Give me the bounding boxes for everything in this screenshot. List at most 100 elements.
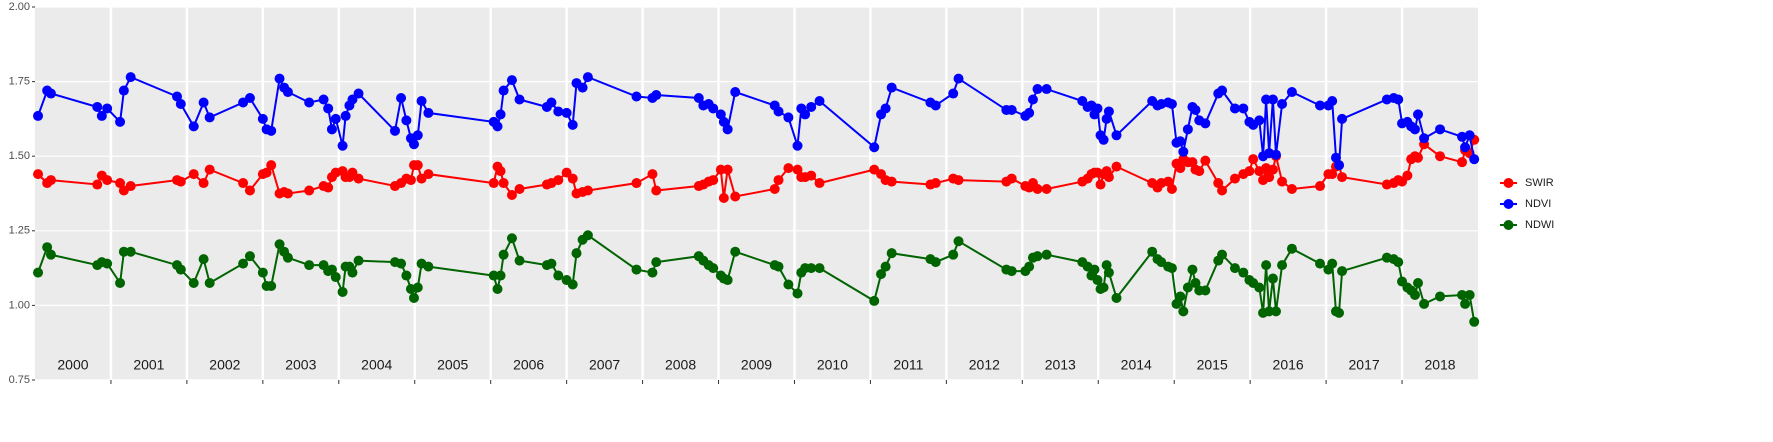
- data-point: [326, 264, 337, 275]
- data-point: [886, 176, 897, 187]
- data-point: [514, 94, 525, 105]
- data-point: [1277, 98, 1288, 109]
- data-point: [1098, 134, 1109, 145]
- data-point: [718, 116, 729, 127]
- data-point: [930, 257, 941, 268]
- data-point: [1264, 306, 1275, 317]
- data-point: [546, 97, 557, 108]
- data-point: [1178, 146, 1189, 157]
- data-point: [1175, 163, 1186, 174]
- data-point: [1248, 154, 1259, 165]
- data-point: [33, 110, 44, 121]
- data-point: [353, 88, 364, 99]
- data-point: [1182, 282, 1193, 293]
- x-tick-label: 2010: [817, 357, 848, 373]
- legend-label: SWIR: [1525, 177, 1554, 189]
- data-point: [783, 112, 794, 123]
- data-point: [1315, 258, 1326, 269]
- y-tick-label: 1.75: [9, 76, 30, 88]
- data-point: [948, 88, 959, 99]
- data-point: [708, 103, 719, 114]
- data-point: [1103, 267, 1114, 278]
- data-point: [708, 175, 719, 186]
- data-point: [1464, 289, 1475, 300]
- data-point: [1261, 94, 1272, 105]
- data-point: [582, 230, 593, 241]
- data-point: [953, 175, 964, 186]
- data-point: [693, 93, 704, 104]
- data-point: [266, 281, 277, 292]
- data-point: [1264, 172, 1275, 183]
- x-tick-label: 2012: [969, 357, 1000, 373]
- data-point: [792, 164, 803, 175]
- data-point: [495, 166, 506, 177]
- y-tick-label: 1.00: [9, 299, 30, 311]
- data-point: [408, 292, 419, 303]
- data-point: [188, 121, 199, 132]
- data-point: [1187, 264, 1198, 275]
- data-point: [498, 85, 509, 96]
- data-point: [1244, 166, 1255, 177]
- data-point: [806, 101, 817, 112]
- data-point: [1175, 291, 1186, 302]
- data-point: [45, 175, 56, 186]
- data-point: [1315, 181, 1326, 192]
- data-point: [506, 233, 517, 244]
- x-tick-label: 2003: [285, 357, 316, 373]
- data-point: [1200, 155, 1211, 166]
- y-tick-label: 2.00: [9, 1, 30, 13]
- x-tick-label: 2014: [1121, 357, 1152, 373]
- data-point: [1182, 124, 1193, 135]
- data-point: [175, 176, 186, 187]
- x-tick-label: 2004: [361, 357, 392, 373]
- data-point: [1190, 278, 1201, 289]
- data-point: [1337, 172, 1348, 183]
- data-point: [492, 121, 503, 132]
- data-point: [1267, 273, 1278, 284]
- x-tick-label: 2007: [589, 357, 620, 373]
- data-point: [244, 93, 255, 104]
- data-point: [1327, 95, 1338, 106]
- legend-marker: [1503, 220, 1514, 230]
- data-point: [1469, 316, 1480, 327]
- data-point: [1041, 84, 1052, 95]
- data-point: [571, 248, 582, 259]
- data-point: [553, 175, 564, 186]
- data-point: [730, 191, 741, 202]
- data-point: [257, 113, 268, 124]
- legend-marker: [1503, 178, 1514, 188]
- data-point: [118, 246, 129, 257]
- data-point: [102, 103, 113, 114]
- data-point: [118, 85, 129, 96]
- data-point: [198, 254, 209, 265]
- data-point: [416, 95, 427, 106]
- data-point: [792, 288, 803, 299]
- data-point: [651, 257, 662, 268]
- data-point: [1006, 173, 1017, 184]
- data-point: [1006, 266, 1017, 277]
- data-point: [282, 188, 293, 199]
- x-tick-label: 2016: [1273, 357, 1304, 373]
- data-point: [1089, 264, 1100, 275]
- data-point: [953, 73, 964, 84]
- data-point: [1435, 291, 1446, 302]
- data-point: [631, 264, 642, 275]
- data-point: [730, 246, 741, 257]
- data-point: [188, 278, 199, 289]
- data-point: [330, 113, 341, 124]
- data-point: [886, 82, 897, 93]
- data-point: [1166, 263, 1177, 274]
- data-point: [1217, 85, 1228, 96]
- data-point: [647, 169, 658, 180]
- data-point: [1267, 164, 1278, 175]
- data-point: [506, 75, 517, 86]
- data-point: [318, 94, 329, 105]
- data-point: [33, 267, 44, 278]
- data-point: [488, 270, 499, 281]
- data-point: [869, 142, 880, 153]
- data-point: [1166, 98, 1177, 109]
- data-point: [876, 269, 887, 280]
- data-point: [1337, 113, 1348, 124]
- data-point: [1277, 260, 1288, 271]
- data-point: [323, 182, 334, 193]
